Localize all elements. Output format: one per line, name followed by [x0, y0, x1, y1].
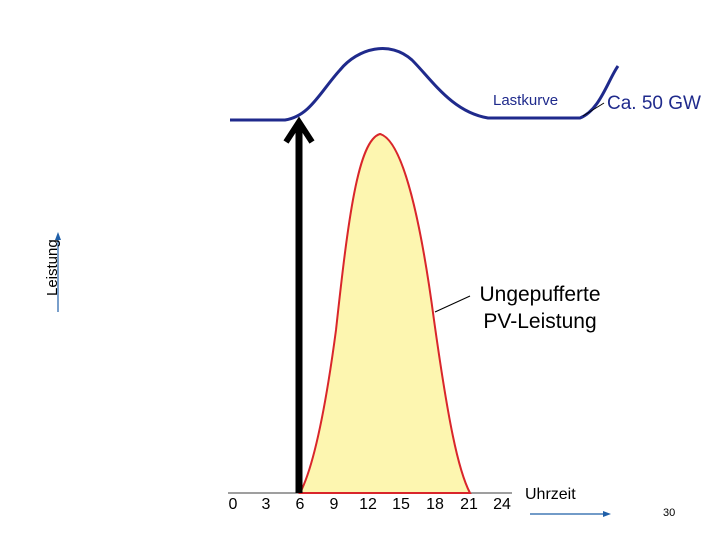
demand-arrow-head: [283, 116, 315, 144]
x-axis-arrowhead: [603, 511, 611, 517]
x-tick-3: 3: [261, 496, 271, 513]
load-value-label: Ca. 50 GW: [607, 93, 701, 114]
load-curve-label: Lastkurve: [493, 92, 559, 109]
x-tick-24: 24: [493, 496, 511, 513]
x-tick-0: 0: [228, 496, 238, 513]
x-tick-12: 12: [359, 496, 377, 513]
y-axis-label: Leistung: [44, 239, 61, 296]
x-tick-21: 21: [460, 496, 478, 513]
x-tick-9: 9: [329, 496, 339, 513]
x-tick-18: 18: [426, 496, 444, 513]
pv-label: Ungepufferte PV-Leistung: [474, 281, 606, 335]
page-number: 30: [663, 507, 676, 519]
load-curve: [230, 47, 620, 122]
pv-curve: [298, 132, 472, 494]
x-axis-label: Uhrzeit: [525, 486, 576, 503]
pv-label-line2: PV-Leistung: [483, 310, 597, 333]
load-value-leader: [582, 102, 605, 117]
pv-label-leader: [434, 295, 471, 313]
x-tick-15: 15: [392, 496, 410, 513]
x-tick-6: 6: [295, 496, 305, 513]
y-axis-arrowhead: [55, 232, 61, 240]
pv-label-line1: Ungepufferte: [479, 283, 601, 306]
